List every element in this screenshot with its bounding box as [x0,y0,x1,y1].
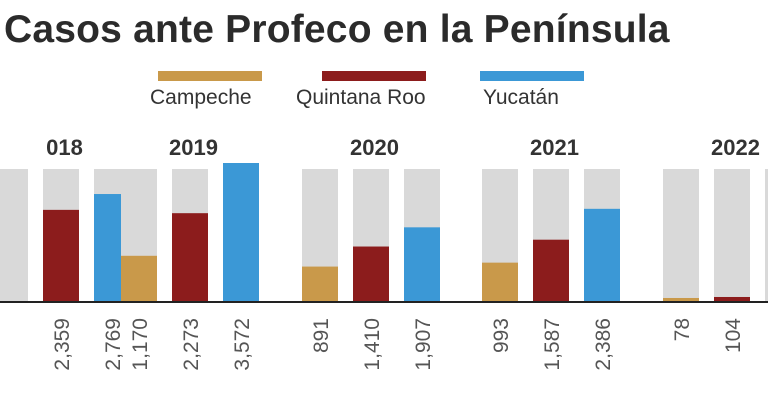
bar-quintana-roo-2019 [172,213,208,301]
bar-yucat-n-2020 [404,227,440,301]
bar-campeche-2020 [302,266,338,301]
legend-label-quintana-roo: Quintana Roo [296,86,426,109]
legend-swatch-quintana-roo [322,71,426,81]
value-label-2021-1: 1,587 [541,318,564,371]
value-label-2020-2: 1,907 [412,318,435,371]
category-label-2021: 2021 [530,135,579,160]
bar-yucat-n-2019 [223,163,259,301]
chart-title: Casos ante Profeco en la Península [4,8,670,51]
bar-quintana-roo-2021 [533,239,569,301]
value-label-2019-1: 2,273 [180,318,203,371]
background-bar-2022-1 [714,169,750,301]
bar-campeche-2022 [663,297,699,301]
legend-swatch-yucatan [480,71,584,81]
value-label-2019-0: 1,170 [129,318,152,371]
bar-campeche-2021 [482,262,518,301]
category-label-2019: 2019 [169,135,218,160]
category-label-2022: 2022 [711,135,760,160]
value-label-2020-1: 1,410 [361,318,384,371]
category-label-2020: 2020 [350,135,399,160]
value-label-2022-1: 104 [722,318,745,353]
legend-swatch-campeche [158,71,262,81]
background-bar-2018-0 [0,169,28,301]
value-label-2018-2: 2,769 [102,318,125,371]
background-bar-2022-2 [765,169,768,301]
bar-quintana-roo-2020 [353,246,389,301]
value-label-2019-2: 3,572 [231,318,254,371]
bar-quintana-roo-2018 [43,209,79,301]
legend-label-yucatan: Yucatán [483,86,559,109]
bar-yucat-n-2021 [584,208,620,301]
bar-campeche-2019 [121,255,157,301]
value-label-2021-2: 2,386 [592,318,615,371]
value-label-2021-0: 993 [490,318,513,353]
bar-quintana-roo-2022 [714,296,750,301]
legend-label-campeche: Campeche [150,86,252,109]
value-label-2020-0: 891 [310,318,333,353]
category-label-2018: 018 [46,135,83,160]
background-bar-2022-0 [663,169,699,301]
value-label-2022-0: 78 [671,318,694,341]
value-label-2018-1: 2,359 [51,318,74,371]
